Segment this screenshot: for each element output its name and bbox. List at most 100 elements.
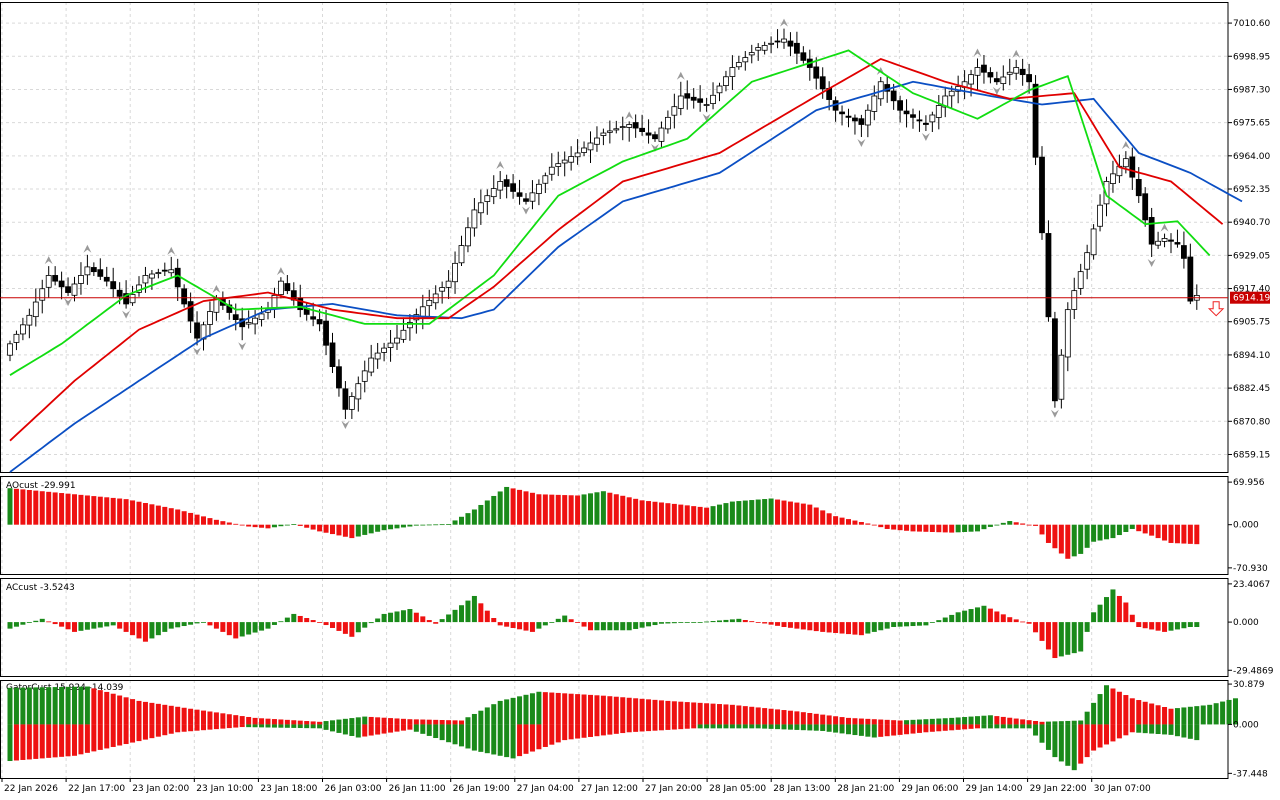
bull-candle[interactable] bbox=[529, 192, 536, 202]
bull-candle[interactable] bbox=[258, 313, 265, 320]
gator-subwindow[interactable]: GatorCust 15.924 -14.039 bbox=[6, 683, 1238, 771]
bull-candle[interactable] bbox=[368, 357, 375, 373]
bear-candle[interactable] bbox=[510, 183, 517, 192]
bull-candle[interactable] bbox=[864, 109, 871, 126]
bull-candle[interactable] bbox=[245, 322, 252, 325]
bull-candle[interactable] bbox=[1097, 204, 1103, 227]
bull-candle[interactable] bbox=[755, 47, 762, 51]
bear-candle[interactable] bbox=[1148, 217, 1155, 245]
bull-candle[interactable] bbox=[207, 311, 213, 325]
bull-candle[interactable] bbox=[439, 287, 446, 292]
bull-candle[interactable] bbox=[477, 202, 484, 214]
bear-candle[interactable] bbox=[839, 111, 845, 115]
bull-candle[interactable] bbox=[381, 347, 388, 353]
bear-candle[interactable] bbox=[1026, 74, 1032, 83]
bull-candle[interactable] bbox=[1064, 309, 1071, 358]
bull-candle[interactable] bbox=[671, 106, 678, 116]
bull-candle[interactable] bbox=[413, 314, 420, 321]
bull-candle[interactable] bbox=[432, 293, 439, 304]
bull-candle[interactable] bbox=[968, 74, 974, 85]
ac-subwindow[interactable]: ACcust -3.5243 bbox=[6, 583, 1200, 659]
bear-candle[interactable] bbox=[232, 314, 239, 321]
bear-candle[interactable] bbox=[336, 366, 342, 389]
bull-candle[interactable] bbox=[619, 126, 626, 129]
bull-candle[interactable] bbox=[252, 317, 259, 325]
bull-candle[interactable] bbox=[419, 306, 426, 318]
bear-candle[interactable] bbox=[323, 320, 329, 346]
bull-candle[interactable] bbox=[142, 275, 149, 284]
bull-candle[interactable] bbox=[78, 275, 84, 284]
bull-candle[interactable] bbox=[555, 163, 562, 167]
bull-candle[interactable] bbox=[129, 294, 136, 304]
bull-candle[interactable] bbox=[471, 209, 478, 229]
bull-candle[interactable] bbox=[974, 67, 981, 76]
bear-candle[interactable] bbox=[1187, 256, 1194, 302]
bull-candle[interactable] bbox=[594, 137, 600, 145]
bull-candle[interactable] bbox=[1103, 181, 1110, 205]
bull-candle[interactable] bbox=[7, 343, 13, 356]
bull-candle[interactable] bbox=[465, 227, 471, 247]
bull-candle[interactable] bbox=[574, 152, 581, 158]
bear-candle[interactable] bbox=[794, 42, 800, 54]
bull-candle[interactable] bbox=[677, 95, 684, 109]
bull-candle[interactable] bbox=[581, 147, 587, 153]
bull-candle[interactable] bbox=[942, 95, 949, 108]
bull-candle[interactable] bbox=[735, 62, 742, 68]
bear-candle[interactable] bbox=[987, 72, 994, 78]
bull-candle[interactable] bbox=[1006, 71, 1013, 75]
bull-candle[interactable] bbox=[277, 280, 284, 295]
bull-candle[interactable] bbox=[613, 128, 620, 131]
bear-candle[interactable] bbox=[97, 269, 104, 277]
bull-candle[interactable] bbox=[871, 95, 878, 112]
bear-candle[interactable] bbox=[916, 119, 923, 122]
bear-candle[interactable] bbox=[342, 388, 349, 410]
bull-candle[interactable] bbox=[768, 42, 774, 45]
bear-candle[interactable] bbox=[684, 93, 691, 99]
bull-candle[interactable] bbox=[568, 156, 575, 163]
bear-candle[interactable] bbox=[329, 342, 336, 368]
bull-candle[interactable] bbox=[948, 90, 955, 97]
bear-candle[interactable] bbox=[800, 52, 807, 61]
bull-candle[interactable] bbox=[606, 130, 613, 133]
bull-candle[interactable] bbox=[1058, 354, 1065, 400]
bull-candle[interactable] bbox=[39, 288, 46, 301]
bull-candle[interactable] bbox=[536, 183, 542, 194]
bull-candle[interactable] bbox=[1000, 76, 1007, 84]
bear-candle[interactable] bbox=[103, 276, 110, 282]
bull-candle[interactable] bbox=[155, 272, 162, 275]
bear-candle[interactable] bbox=[923, 122, 929, 125]
bull-candle[interactable] bbox=[1013, 67, 1020, 74]
bear-candle[interactable] bbox=[1181, 245, 1187, 259]
bull-candle[interactable] bbox=[497, 181, 504, 191]
bull-candle[interactable] bbox=[561, 159, 568, 164]
bear-candle[interactable] bbox=[1045, 233, 1052, 318]
bear-candle[interactable] bbox=[161, 269, 168, 272]
bear-candle[interactable] bbox=[852, 117, 858, 122]
bear-candle[interactable] bbox=[65, 286, 71, 293]
bull-candle[interactable] bbox=[1084, 252, 1091, 270]
bull-candle[interactable] bbox=[1161, 238, 1168, 242]
bull-candle[interactable] bbox=[665, 116, 671, 130]
bull-candle[interactable] bbox=[781, 38, 787, 43]
bear-candle[interactable] bbox=[1168, 239, 1174, 242]
bull-candle[interactable] bbox=[387, 342, 394, 348]
bear-candle[interactable] bbox=[58, 280, 65, 288]
bull-candle[interactable] bbox=[168, 269, 175, 274]
bull-candle[interactable] bbox=[742, 57, 749, 63]
bull-candle[interactable] bbox=[748, 52, 755, 56]
bear-candle[interactable] bbox=[297, 297, 304, 311]
bear-candle[interactable] bbox=[110, 281, 117, 290]
bull-candle[interactable] bbox=[587, 142, 594, 151]
bull-candle[interactable] bbox=[406, 322, 413, 329]
bull-candle[interactable] bbox=[458, 245, 465, 264]
bull-candle[interactable] bbox=[1122, 158, 1129, 168]
bear-candle[interactable] bbox=[890, 90, 897, 102]
bull-candle[interactable] bbox=[723, 76, 729, 86]
bull-candle[interactable] bbox=[548, 166, 555, 175]
bull-candle[interactable] bbox=[84, 266, 91, 276]
bear-candle[interactable] bbox=[1052, 318, 1058, 402]
bear-candle[interactable] bbox=[1142, 193, 1149, 221]
bull-candle[interactable] bbox=[542, 175, 549, 184]
bull-candle[interactable] bbox=[19, 324, 26, 335]
ao-subwindow[interactable]: AOcust -29.991 bbox=[6, 481, 1200, 559]
